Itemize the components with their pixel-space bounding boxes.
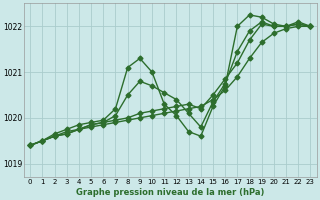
X-axis label: Graphe pression niveau de la mer (hPa): Graphe pression niveau de la mer (hPa): [76, 188, 265, 197]
